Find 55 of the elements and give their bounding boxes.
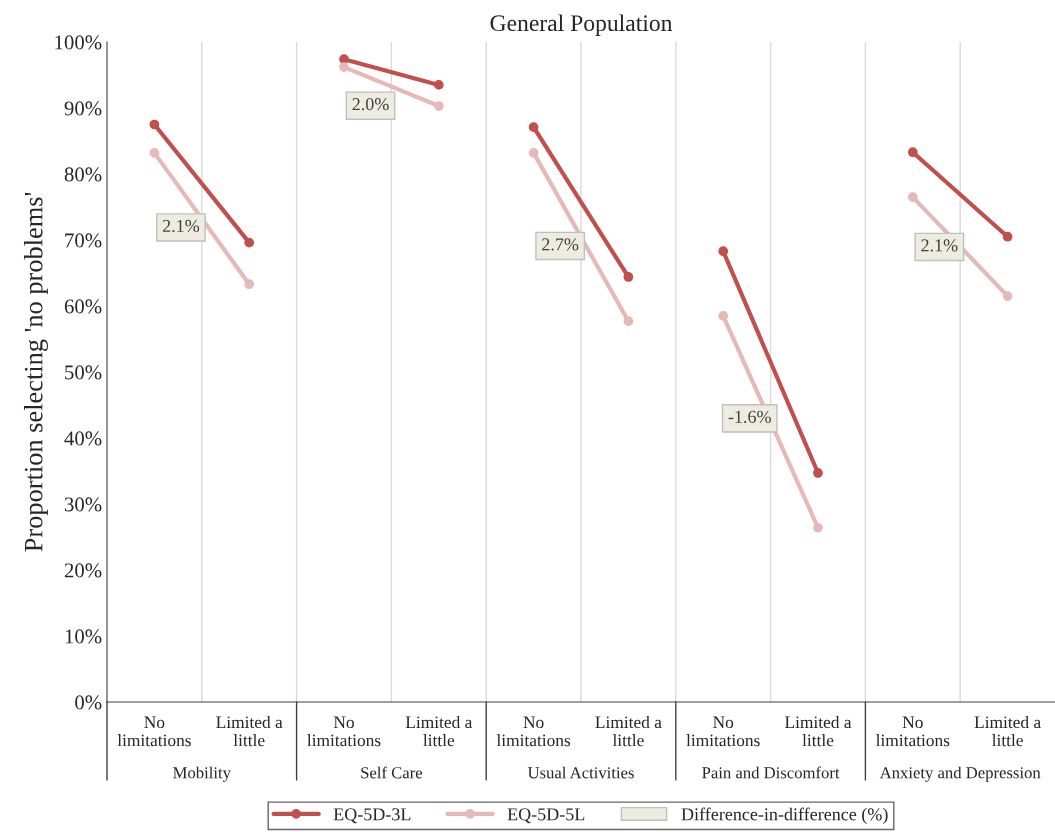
y-tick-label: 90% xyxy=(64,101,102,116)
point xyxy=(907,192,918,202)
y-tick-label: 40% xyxy=(64,431,102,446)
x-tick-label: Limited a little xyxy=(784,715,852,747)
y-tick-label: 30% xyxy=(64,497,102,512)
point xyxy=(1002,231,1013,242)
point xyxy=(149,119,160,130)
y-tick-label: 50% xyxy=(65,365,102,380)
annotation: 2.7% xyxy=(542,238,579,251)
chart-title: General Population xyxy=(490,14,673,36)
point xyxy=(623,316,634,327)
y-tick-label: 60% xyxy=(64,299,102,314)
text: Mobility xyxy=(173,766,231,782)
point xyxy=(718,311,729,321)
point xyxy=(813,522,823,533)
x-tick-label: Limited a little xyxy=(216,715,283,747)
y-tick-label: 0% xyxy=(75,695,102,710)
annotation: 2.0% xyxy=(352,98,389,111)
annotation: -1.6% xyxy=(728,410,771,423)
point xyxy=(623,272,634,282)
legend-label: EQ-5D-3L xyxy=(333,808,411,824)
x-tick-label: Limited a little xyxy=(405,715,473,747)
legend-title: Difference-in-difference (%) xyxy=(681,807,888,825)
y-tick-label: 80% xyxy=(64,167,102,182)
annotation: 2.1% xyxy=(921,239,958,252)
point xyxy=(433,80,444,90)
legend-label: EQ-5D-5L xyxy=(507,808,585,824)
x-tick-label: No limitations xyxy=(686,716,760,747)
point xyxy=(813,468,823,478)
x-tick-label: No limitations xyxy=(496,716,571,747)
point xyxy=(339,62,349,72)
y-tick-label: 70% xyxy=(65,233,102,248)
text: Anxiety and Depression xyxy=(879,766,1041,782)
point xyxy=(244,237,255,248)
x-tick-label: No limitations xyxy=(117,716,191,747)
point xyxy=(907,147,918,158)
x-tick-label: Limited a little xyxy=(974,715,1041,747)
point xyxy=(1002,291,1013,301)
text: Usual Activities xyxy=(527,766,634,779)
text: Self Care xyxy=(361,766,423,779)
point xyxy=(433,101,444,111)
y-axis-title: Proportion selecting 'no problems' xyxy=(23,192,48,552)
y-tick-label: 100% xyxy=(55,35,102,50)
y-tick-label: 10% xyxy=(65,629,102,644)
text: Pain and Discomfort xyxy=(702,766,840,779)
point xyxy=(528,148,539,158)
point xyxy=(149,148,160,158)
point xyxy=(718,246,729,257)
annotation: 2.1% xyxy=(162,219,200,233)
x-tick-label: No limitations xyxy=(307,716,381,747)
y-tick-label: 20% xyxy=(64,563,102,578)
x-tick-label: Limited a little xyxy=(595,715,662,747)
point xyxy=(528,122,539,133)
x-tick-label: No limitations xyxy=(876,716,950,747)
point xyxy=(244,279,255,290)
